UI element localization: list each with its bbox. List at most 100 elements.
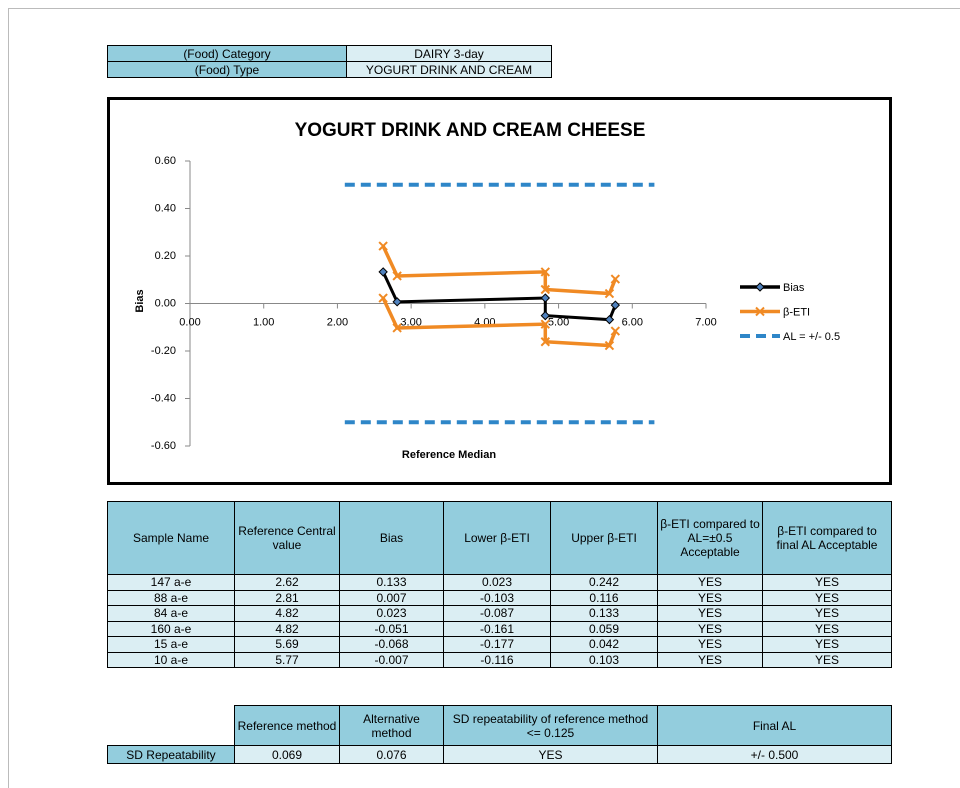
table-cell: YES: [762, 589, 892, 606]
column-header: β-ETI compared to final AL Acceptable: [762, 501, 892, 575]
table-cell: YES: [762, 651, 892, 668]
table-cell: 4.82: [234, 620, 340, 637]
column-header: Alternative method: [339, 705, 444, 746]
table-cell: 0.076: [339, 745, 444, 764]
bias-marker: [540, 293, 551, 303]
table-cell: YES: [762, 636, 892, 653]
table-cell: 160 a-e: [107, 620, 235, 637]
table-cell: 0.242: [550, 574, 658, 591]
table-cell: 2.81: [234, 589, 340, 606]
eti-marker: [378, 241, 388, 251]
table-cell: 0.042: [550, 636, 658, 653]
column-header: Reference method: [234, 705, 340, 746]
eti-marker: [610, 326, 621, 336]
y-tick-label: 0.00: [155, 297, 176, 309]
bias-marker: [610, 300, 621, 310]
y-tick-label: -0.60: [151, 440, 176, 452]
table-cell: -0.103: [443, 589, 551, 606]
table-cell: -0.116: [443, 651, 551, 668]
legend-marker: [755, 306, 765, 317]
column-header: Reference Central value: [234, 501, 340, 575]
table-cell: 5.77: [234, 651, 340, 668]
table-cell: 84 a-e: [107, 605, 235, 622]
table-cell: +/- 0.500: [657, 745, 892, 764]
eti-marker: [392, 323, 402, 333]
bias-marker: [378, 267, 388, 277]
eti-marker: [378, 293, 388, 303]
y-tick-label: -0.40: [151, 392, 176, 404]
column-header: Final AL: [657, 705, 892, 746]
table-cell: YES: [657, 651, 763, 668]
table-cell: YES: [762, 605, 892, 622]
table-cell: 0.007: [339, 589, 444, 606]
table-cell: 0.069: [234, 745, 340, 764]
x-tick-label: 0.00: [179, 316, 200, 328]
column-header: SD repeatability of reference method <= …: [443, 705, 658, 746]
eti-marker: [540, 284, 551, 295]
table-cell: 0.059: [550, 620, 658, 637]
table-cell: 0.103: [550, 651, 658, 668]
chart-frame: [107, 97, 892, 485]
eti-marker: [604, 340, 615, 351]
eti-marker: [392, 271, 402, 281]
y-axis-title: Bias: [134, 289, 146, 312]
table-cell: 0.133: [339, 574, 444, 591]
table-cell: YES: [443, 745, 658, 764]
table-cell: 5.69: [234, 636, 340, 653]
x-tick-label: 2.00: [327, 316, 348, 328]
eti-marker: [540, 319, 551, 329]
eti-marker: [610, 274, 621, 284]
table-cell: 0.023: [443, 574, 551, 591]
legend-label: AL = +/- 0.5: [783, 331, 840, 343]
x-tick-label: 1.00: [253, 316, 274, 328]
table-cell: -0.161: [443, 620, 551, 637]
table-cell: -0.177: [443, 636, 551, 653]
table-cell: YES: [657, 574, 763, 591]
sample-table: Sample Name Reference Central value Bias Lo…: [107, 501, 892, 668]
value-cell: YOGURT DRINK AND CREAM: [346, 61, 552, 78]
legend-marker: [755, 282, 765, 292]
table-cell: -0.007: [339, 651, 444, 668]
legend-label: β-ETI: [783, 306, 810, 318]
label-cell: (Food) Type: [107, 61, 347, 78]
summary-table: Reference method Alternative method SD rep…: [107, 705, 892, 764]
y-tick-label: 0.60: [155, 155, 176, 167]
x-tick-label: 7.00: [695, 316, 716, 328]
table-cell: YES: [762, 620, 892, 637]
x-axis-title: Reference Median: [402, 449, 496, 461]
label-cell: (Food) Category: [107, 45, 347, 62]
table-cell: 88 a-e: [107, 589, 235, 606]
column-header: Lower β-ETI: [443, 501, 551, 575]
table-cell: 15 a-e: [107, 636, 235, 653]
table-cell: 0.116: [550, 589, 658, 606]
table-cell: 4.82: [234, 605, 340, 622]
table-cell: 0.023: [339, 605, 444, 622]
table-cell: YES: [657, 636, 763, 653]
row-header: SD Repeatability: [107, 745, 235, 764]
chart-title: YOGURT DRINK AND CREAM CHEESE: [295, 120, 646, 141]
eti-marker: [540, 267, 551, 277]
table-cell: YES: [657, 620, 763, 637]
table-cell: 10 a-e: [107, 651, 235, 668]
column-header: β-ETI compared to AL=±0.5 Acceptable: [657, 501, 763, 575]
table-cell: YES: [762, 574, 892, 591]
empty-cell: [108, 706, 235, 746]
table-cell: -0.087: [443, 605, 551, 622]
column-header: Bias: [339, 501, 444, 575]
column-header: Sample Name: [107, 501, 235, 575]
table-cell: 0.133: [550, 605, 658, 622]
legend-label: Bias: [783, 282, 805, 294]
table-cell: YES: [657, 589, 763, 606]
food-table: (Food) Category DAIRY 3-day (Food) Type YOG…: [107, 45, 552, 78]
bias-marker: [540, 310, 551, 321]
sheet-frame: [8, 8, 960, 788]
table-cell: YES: [657, 605, 763, 622]
table-cell: -0.051: [339, 620, 444, 637]
table-cell: 2.62: [234, 574, 340, 591]
bias-marker: [604, 314, 615, 325]
y-tick-label: 0.40: [155, 202, 176, 214]
table-cell: 147 a-e: [107, 574, 235, 591]
column-header: Upper β-ETI: [550, 501, 658, 575]
